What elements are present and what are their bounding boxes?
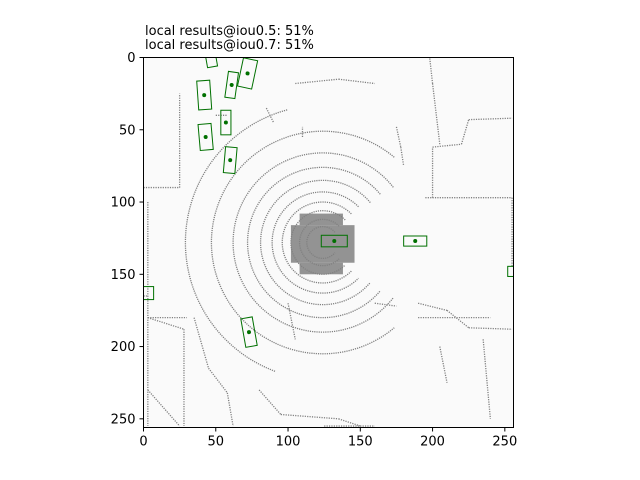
lidar-segment [432, 143, 462, 148]
detection-box [204, 57, 219, 69]
lidar-segment [468, 327, 513, 330]
x-axis: 0 50 100 150 200 250 [139, 427, 517, 450]
x-tick-label: 250 [492, 435, 517, 450]
detection-box [507, 265, 514, 277]
detection-box [240, 316, 258, 348]
detection-center [247, 330, 252, 335]
lidar-ring [184, 109, 288, 373]
lidar-ring [246, 166, 381, 319]
lidar-ring [298, 218, 340, 267]
detection-outline [507, 265, 514, 277]
y-tick-label: 250 [111, 412, 136, 427]
title-line-iou05: local results@iou0.5: 51% [145, 24, 314, 39]
x-tick-label: 100 [276, 435, 301, 450]
detection-outline [220, 109, 232, 136]
lidar-segment [280, 413, 339, 420]
detection-outline [224, 70, 240, 100]
detection-outline [320, 234, 348, 248]
lidar-segment [147, 317, 185, 330]
detection-box [320, 234, 348, 248]
y-tick-label: 0 [127, 51, 135, 66]
detection-box [220, 109, 232, 136]
detection-center [203, 134, 208, 139]
lidar-segment [258, 389, 282, 415]
lidar-segment [147, 389, 181, 427]
detection-center [223, 120, 228, 125]
detection-box [222, 146, 238, 175]
y-tick-label: 100 [111, 196, 136, 211]
lidar-core [290, 225, 355, 263]
x-tick-label: 0 [139, 435, 147, 450]
y-axis: 0 50 100 150 200 250 [111, 51, 144, 427]
lidar-segment [265, 107, 275, 123]
lidar-ring [281, 201, 352, 284]
detection-center [332, 239, 337, 244]
lidar-ring [232, 152, 394, 333]
lidar-segment [417, 302, 448, 312]
detection-box [236, 57, 259, 90]
x-tick-label: 50 [207, 435, 224, 450]
detection-outline [240, 316, 258, 348]
lidar-segment [295, 78, 339, 85]
lidar-ring [271, 191, 359, 294]
detections-layer [143, 57, 514, 348]
lidar-segment [226, 392, 234, 427]
detection-outline [196, 79, 213, 111]
detection-box [197, 122, 214, 152]
lidar-segment [460, 119, 470, 145]
lidar-segment [193, 317, 210, 369]
detection-center [229, 82, 234, 87]
lidar-segment [395, 126, 402, 148]
detection-outline [236, 57, 259, 90]
detection-outline [403, 235, 428, 247]
lidar-scene [143, 57, 513, 427]
y-tick-label: 50 [119, 123, 136, 138]
detection-box [143, 286, 155, 301]
title-line-iou07: local results@iou0.7: 51% [145, 38, 314, 53]
lidar-core [299, 213, 343, 226]
detection-outline [197, 122, 214, 152]
lidar-segment [400, 147, 405, 166]
axes-frame [143, 57, 514, 428]
detection-outline [222, 146, 238, 175]
detection-outline [204, 57, 219, 69]
y-tick-label: 200 [111, 340, 136, 355]
detection-center [228, 158, 233, 163]
detection-box [196, 79, 213, 111]
lidar-segment [208, 367, 228, 394]
x-tick-label: 200 [420, 435, 445, 450]
lidar-segment [468, 117, 513, 121]
detection-center [245, 71, 250, 76]
x-tick-label: 150 [348, 435, 373, 450]
lidar-ring [260, 179, 371, 306]
lidar-segment [429, 57, 434, 84]
lidar-core [299, 262, 343, 275]
lidar-segment [431, 83, 441, 145]
detection-outline [143, 286, 155, 301]
detection-box [224, 70, 240, 100]
lidar-ring [306, 225, 336, 260]
y-tick-label: 150 [111, 268, 136, 283]
detection-box [403, 235, 428, 247]
detection-center [202, 93, 207, 98]
detection-center [413, 239, 418, 244]
